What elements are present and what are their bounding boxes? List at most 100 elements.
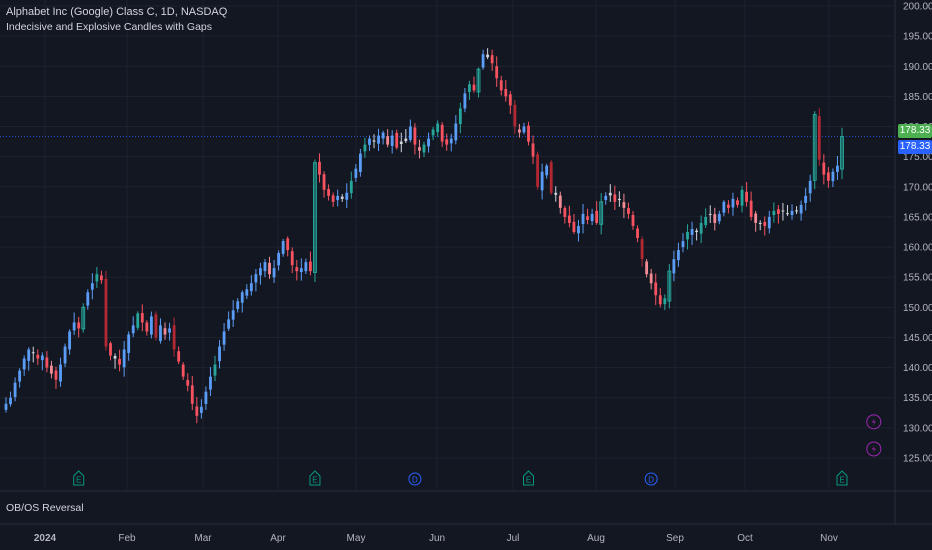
candle-body: [499, 80, 503, 91]
candle-body: [318, 161, 321, 175]
candle-body: [354, 168, 358, 178]
candles-layer: [4, 48, 844, 424]
candle-body: [699, 222, 703, 234]
candle-body: [831, 171, 835, 182]
candle-body: [567, 215, 571, 223]
candle-body: [131, 325, 135, 334]
candle-body: [817, 115, 821, 160]
y-tick-label: 150.00: [903, 303, 932, 314]
candle-body: [822, 162, 826, 175]
y-tick-label: 195.00: [903, 32, 932, 43]
candle-body: [586, 216, 589, 220]
candle-body: [227, 319, 231, 329]
candle-body: [345, 192, 349, 200]
y-tick-label: 160.00: [903, 243, 932, 254]
candle-body: [177, 351, 181, 362]
candle-body: [427, 138, 430, 147]
candle-body: [113, 355, 117, 359]
candle-body: [349, 180, 353, 194]
candle-body: [522, 126, 526, 133]
candle-body: [754, 213, 758, 223]
candle-body: [636, 228, 639, 239]
candle-body: [36, 354, 40, 359]
y-tick-label: 135.00: [903, 393, 932, 404]
candle-body: [81, 306, 86, 330]
candle-body: [449, 138, 453, 144]
candle-body: [368, 138, 371, 145]
candle-body: [608, 192, 612, 196]
candle-body: [795, 210, 798, 212]
indicator-title[interactable]: Indecisive and Explosive Candles with Ga…: [6, 21, 213, 33]
candle-body: [109, 343, 112, 356]
x-tick-label: Apr: [270, 533, 286, 544]
candle-body: [695, 230, 699, 232]
candle-body: [313, 162, 317, 273]
candle-body: [259, 268, 262, 276]
candle-body: [613, 194, 617, 202]
grid-lines: [0, 0, 932, 525]
candle-body: [527, 125, 530, 142]
candle-body: [677, 250, 680, 261]
candle-body: [590, 213, 594, 222]
current-price-tag: 178.33: [898, 140, 932, 154]
candle-body: [27, 349, 31, 361]
candle-body: [804, 195, 808, 203]
candle-body: [72, 322, 76, 331]
candle-body: [95, 274, 99, 282]
candle-body: [686, 232, 689, 240]
earnings-marker: [73, 470, 85, 486]
candle-body: [840, 136, 844, 170]
candle-body: [476, 68, 481, 93]
candle-body: [749, 200, 753, 217]
candle-body: [100, 275, 103, 281]
candle-body: [295, 267, 299, 272]
candle-body: [617, 198, 621, 201]
y-tick-label: 185.00: [903, 92, 932, 103]
time-axis[interactable]: 2024 Feb Mar Apr May Jun Jul Aug Sep Oct Nov: [34, 533, 838, 544]
event-label: E: [526, 476, 531, 485]
event-label: E: [839, 476, 844, 485]
candle-body: [127, 334, 131, 353]
candle-body: [790, 210, 794, 216]
candle-body: [31, 352, 35, 354]
y-tick-label: 175.00: [903, 152, 932, 163]
candle-body: [104, 278, 108, 347]
candle-body: [395, 132, 399, 148]
event-label: D: [412, 476, 418, 485]
candle-body: [563, 207, 567, 217]
candle-body: [59, 364, 62, 382]
candle-body: [722, 201, 726, 213]
candle-body: [231, 310, 235, 320]
candle-body: [172, 325, 176, 350]
lower-pane-title[interactable]: OB/OS Reversal: [6, 502, 84, 514]
candle-body: [145, 322, 149, 332]
y-tick-label: 125.00: [903, 454, 932, 465]
candle-body: [604, 195, 608, 200]
candle-body: [418, 147, 421, 151]
candle-body: [50, 365, 53, 374]
candle-body: [272, 268, 276, 278]
candle-body: [640, 239, 644, 260]
candle-body: [290, 251, 294, 266]
candle-body: [504, 88, 508, 97]
candle-body: [195, 406, 199, 416]
candle-body: [358, 153, 362, 172]
last-close-tag: 178.33: [898, 124, 932, 138]
candle-body: [363, 144, 367, 152]
candle-body: [690, 228, 694, 235]
price-axis[interactable]: 125.00 130.00 135.00 140.00 145.00 150.00 155.…: [903, 2, 932, 465]
candle-body: [249, 283, 253, 292]
candle-body: [122, 349, 126, 368]
candle-body: [436, 123, 440, 133]
symbol-title[interactable]: Alphabet Inc (Google) Class C, 1D, NASDA…: [6, 6, 228, 18]
candle-body: [808, 180, 812, 194]
candle-body: [213, 364, 217, 376]
candle-body: [495, 66, 499, 79]
candle-body: [327, 189, 330, 196]
candle-body: [377, 135, 380, 144]
candle-body: [536, 154, 539, 187]
candle-body: [222, 331, 226, 345]
candle-body: [486, 54, 490, 58]
